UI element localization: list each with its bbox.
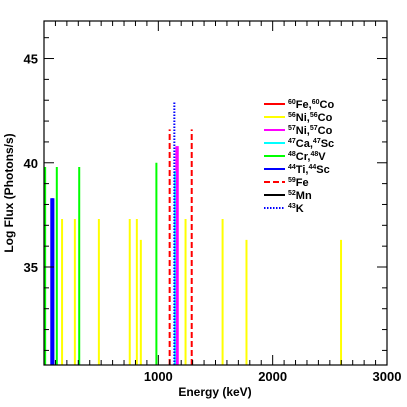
emission-lines [44,102,343,365]
y-tick-label: 35 [24,260,38,275]
legend-entry: 60Fe,60Co [288,99,334,111]
legend-entry: 52Mn [288,190,312,202]
legend-entry: 57Ni,57Co [288,125,333,137]
x-axis-label: Energy (keV) [178,385,251,399]
x-tick-label: 2000 [258,369,287,384]
legend-entry: 44Ti,44Sc [288,164,330,176]
axis-ticks [43,21,388,365]
x-tick-label: 1000 [144,369,173,384]
legend-entry: 48Cr,48V [288,151,326,163]
x-tick-label: 3000 [373,369,402,384]
legend: 60Fe,60Co56Ni,56Co57Ni,57Co47Ca,47Sc48Cr… [264,99,334,215]
legend-entry: 56Ni,56Co [288,112,333,124]
y-tick-label: 45 [24,52,38,67]
legend-entry: 43K [288,203,304,215]
legend-entry: 59Fe [288,177,309,189]
y-tick-label: 40 [24,156,38,171]
plot-frame [43,20,388,366]
tick-labels: 1000 2000 3000 35 40 45 [24,52,402,384]
legend-entry: 47Ca,47Sc [288,138,334,150]
y-axis-label: Log Flux (Photons/s) [2,133,16,252]
